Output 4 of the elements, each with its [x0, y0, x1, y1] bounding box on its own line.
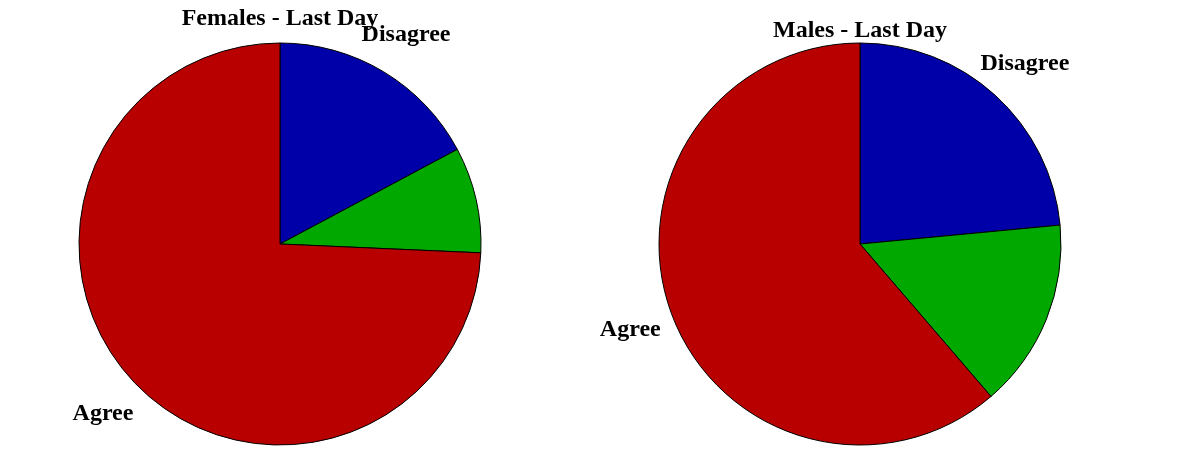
slice-label: Agree: [599, 315, 662, 342]
slice-label: Agree: [72, 399, 134, 426]
slice-label: Disagree: [980, 48, 1070, 75]
chart-title: Males - Last Day: [773, 16, 947, 42]
